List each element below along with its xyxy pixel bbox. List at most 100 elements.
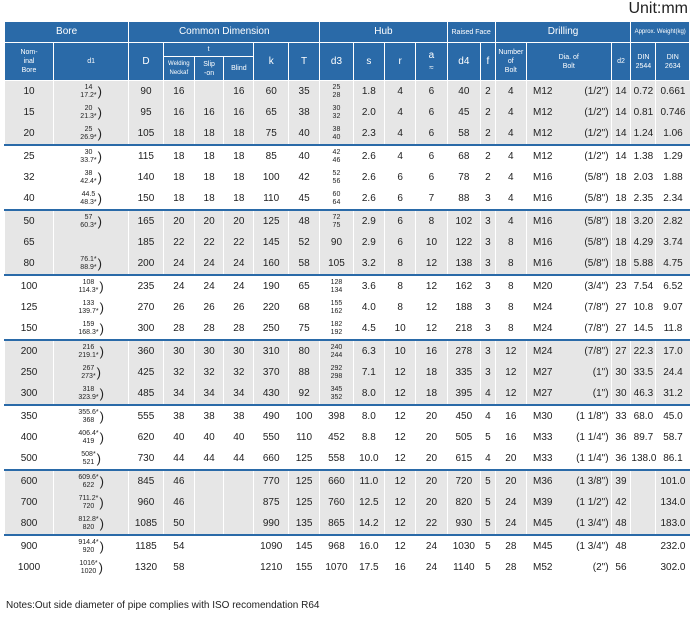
- s-cell: 11.0: [352, 469, 385, 492]
- a-cell: 7: [415, 188, 448, 210]
- header-bore: Bore: [3, 21, 130, 43]
- bolt-diameter-cell: M16 (5/8"): [525, 167, 612, 188]
- t-blind-cell: 18: [223, 167, 254, 188]
- t-welding-cell: 18: [162, 188, 195, 210]
- d-cell: 150: [128, 188, 164, 210]
- weight-din2634-cell: 2.82: [655, 209, 690, 232]
- d4-cell: 102: [446, 209, 481, 232]
- header-hub: Hub: [319, 21, 448, 43]
- t-slip-on-cell: 18: [193, 144, 224, 167]
- d4-cell: 68: [446, 144, 481, 167]
- T-cell: 42: [287, 167, 320, 188]
- d2-cell: 18: [610, 253, 631, 275]
- header-d3: d3: [319, 42, 354, 81]
- d3-cell: 42 46: [319, 144, 354, 167]
- t-slip-on-cell: 44: [193, 448, 224, 470]
- d1-cell: 508* 521): [53, 448, 129, 470]
- bolt-number-cell: 16: [494, 427, 527, 448]
- d4-cell: 930: [446, 513, 481, 535]
- d-cell: 960: [128, 492, 164, 513]
- k-cell: 370: [253, 362, 289, 383]
- k-cell: 60: [253, 80, 289, 102]
- weight-din2544-cell: 2.03: [630, 167, 656, 188]
- d-cell: 270: [128, 297, 164, 318]
- weight-din2544-cell: [630, 492, 656, 513]
- t-welding-cell: 30: [162, 339, 195, 362]
- r-cell: 6: [383, 167, 416, 188]
- bolt-diameter-cell: M45 (1 3/4"): [525, 534, 612, 557]
- d4-cell: 505: [446, 427, 481, 448]
- d-cell: 200: [128, 253, 164, 275]
- header-raised-face: Raised Face: [446, 21, 496, 43]
- d1-cell: 108 114.3*): [53, 274, 129, 297]
- d1-cell: 812.8* 820): [53, 513, 129, 535]
- weight-din2544-cell: 3.20: [630, 209, 656, 232]
- header-t: t: [162, 42, 255, 57]
- r-cell: 6: [383, 188, 416, 210]
- t-welding-cell: 38: [162, 404, 195, 427]
- weight-din2634-cell: 86.1: [655, 448, 690, 470]
- a-cell: 6: [415, 80, 448, 102]
- k-cell: 1090: [253, 534, 289, 557]
- table-row: 500 508* 521) 730 44 44 44 660 125 558 10.0 12 20 615…: [3, 448, 690, 470]
- d4-cell: 395: [446, 383, 481, 405]
- d3-cell: 38 40: [319, 123, 354, 145]
- weight-din2544-cell: [630, 513, 656, 535]
- d2-cell: 14: [610, 80, 631, 102]
- bolt-number-cell: 4: [494, 80, 527, 102]
- f-cell: 3: [480, 274, 496, 297]
- nominal-bore-cell: 50: [3, 209, 54, 232]
- t-slip-on-cell: 38: [193, 404, 224, 427]
- d-cell: 105: [128, 123, 164, 145]
- bolt-diameter-cell: M12 (1/2"): [525, 102, 612, 123]
- t-welding-cell: 46: [162, 492, 195, 513]
- s-cell: 2.6: [352, 144, 385, 167]
- T-cell: 68: [287, 297, 320, 318]
- table-row: 200 216 219.1*) 360 30 30 30 310 80 240 244 6.3 10 16…: [3, 339, 690, 362]
- d-cell: 620: [128, 427, 164, 448]
- s-cell: 4.0: [352, 297, 385, 318]
- d2-cell: 30: [610, 383, 631, 405]
- bolt-diameter-cell: M33 (1 1/4"): [525, 448, 612, 470]
- bolt-number-cell: 4: [494, 209, 527, 232]
- t-blind-cell: 26: [223, 297, 254, 318]
- nominal-bore-cell: 15: [3, 102, 54, 123]
- T-cell: 40: [287, 144, 320, 167]
- t-slip-on-cell: 20: [193, 209, 224, 232]
- d4-cell: 820: [446, 492, 481, 513]
- unit-label: Unit:mm: [628, 0, 688, 17]
- k-cell: 75: [253, 123, 289, 145]
- weight-din2634-cell: 0.661: [655, 80, 690, 102]
- d-cell: 1085: [128, 513, 164, 535]
- bolt-diameter-cell: M36 (1 3/8"): [525, 469, 612, 492]
- bolt-number-cell: 4: [494, 188, 527, 210]
- T-cell: 52: [287, 232, 320, 253]
- f-cell: 3: [480, 232, 496, 253]
- s-cell: 2.3: [352, 123, 385, 145]
- d2-cell: 42: [610, 492, 631, 513]
- a-cell: 20: [415, 492, 448, 513]
- nominal-bore-cell: 32: [3, 167, 54, 188]
- bolt-diameter-cell: M12 (1/2"): [525, 80, 612, 102]
- t-welding-cell: 20: [162, 209, 195, 232]
- d3-cell: 398: [319, 404, 354, 427]
- nominal-bore-cell: 600: [3, 469, 54, 492]
- t-welding-cell: 22: [162, 232, 195, 253]
- r-cell: 12: [383, 448, 416, 470]
- f-cell: 3: [480, 362, 496, 383]
- d3-cell: 345 352: [319, 383, 354, 405]
- d4-cell: 218: [446, 318, 481, 340]
- weight-din2544-cell: 33.5: [630, 362, 656, 383]
- bolt-number-cell: 12: [494, 362, 527, 383]
- s-cell: 2.9: [352, 209, 385, 232]
- t-welding-cell: 26: [162, 297, 195, 318]
- t-blind-cell: 22: [223, 232, 254, 253]
- nominal-bore-cell: 65: [3, 232, 54, 253]
- weight-din2634-cell: 4.75: [655, 253, 690, 275]
- bolt-diameter-cell: M24 (7/8"): [525, 339, 612, 362]
- t-blind-cell: 20: [223, 209, 254, 232]
- t-welding-cell: 34: [162, 383, 195, 405]
- t-blind-cell: 44: [223, 448, 254, 470]
- k-cell: 875: [253, 492, 289, 513]
- r-cell: 12: [383, 362, 416, 383]
